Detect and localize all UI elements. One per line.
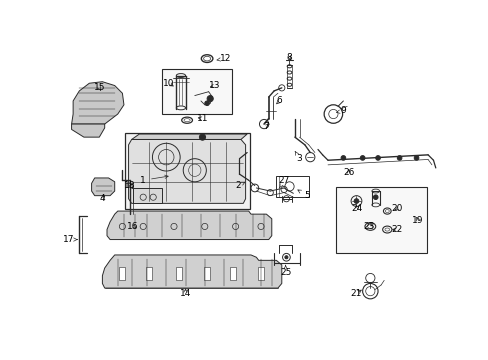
Text: 24: 24 [350, 204, 362, 213]
Polygon shape [133, 188, 162, 203]
Text: 3: 3 [294, 151, 302, 163]
Bar [125, 133, 250, 209]
Circle shape [396, 156, 401, 160]
Text: 4: 4 [100, 194, 105, 203]
Text: 12: 12 [217, 54, 231, 63]
Text: 26: 26 [343, 168, 354, 177]
Text: 6: 6 [276, 96, 282, 105]
Polygon shape [91, 178, 115, 195]
Bar [145, 266, 151, 280]
Text: 19: 19 [411, 216, 423, 225]
Text: 14: 14 [180, 289, 191, 298]
Bar [119, 266, 125, 280]
Circle shape [199, 134, 205, 140]
Circle shape [413, 156, 418, 160]
Text: 10: 10 [163, 79, 174, 88]
Text: 25: 25 [280, 265, 291, 277]
Polygon shape [71, 82, 123, 124]
Circle shape [204, 101, 209, 105]
Polygon shape [102, 255, 281, 288]
Polygon shape [131, 134, 246, 139]
Text: 11: 11 [196, 114, 208, 123]
Text: 23: 23 [363, 222, 374, 231]
Circle shape [360, 156, 364, 160]
Text: 9: 9 [336, 107, 346, 116]
Circle shape [373, 195, 377, 199]
Bar [230, 266, 236, 280]
Text: 15: 15 [93, 84, 105, 93]
Text: 1: 1 [140, 175, 168, 185]
Text: 7: 7 [263, 122, 269, 131]
Circle shape [375, 156, 380, 160]
Bar [257, 266, 264, 280]
Circle shape [353, 199, 358, 203]
Text: 17: 17 [62, 235, 77, 244]
Bar [276, 176, 308, 197]
Text: 22: 22 [391, 225, 402, 234]
Circle shape [207, 95, 213, 102]
Circle shape [285, 256, 287, 259]
Text: 5: 5 [297, 190, 309, 200]
Polygon shape [71, 124, 104, 137]
Bar [176, 266, 182, 280]
Text: 20: 20 [391, 204, 402, 213]
Text: 16: 16 [127, 222, 139, 231]
Circle shape [341, 156, 345, 160]
Text: 21: 21 [350, 289, 362, 298]
Text: 27: 27 [278, 176, 289, 188]
Text: 2: 2 [235, 181, 244, 190]
Polygon shape [107, 211, 271, 239]
Bar [335, 187, 426, 253]
Polygon shape [128, 139, 245, 203]
Text: 13: 13 [209, 81, 220, 90]
Bar [203, 266, 210, 280]
Text: 18: 18 [124, 181, 136, 190]
Bar [162, 69, 231, 114]
Text: 8: 8 [286, 53, 292, 62]
